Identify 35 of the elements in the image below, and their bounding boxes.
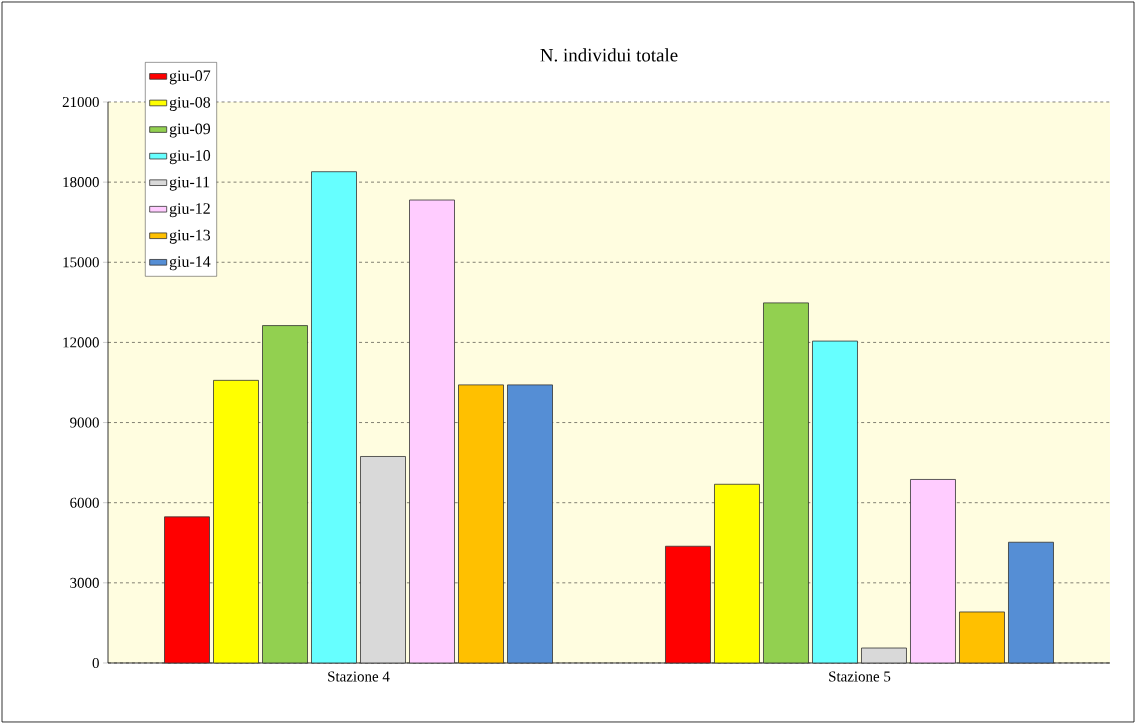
y-tick-label: 0: [92, 657, 99, 669]
chart-title: N. individui totale: [540, 48, 678, 62]
bar: [665, 545, 711, 664]
legend-label: giu-07: [169, 70, 211, 85]
legend-label: giu-14: [169, 256, 211, 271]
y-tick-label: 6000: [70, 497, 99, 508]
bar: [861, 647, 907, 664]
legend-label: giu-12: [169, 203, 210, 218]
bar: [311, 171, 357, 664]
y-tick-label: 9000: [70, 417, 99, 428]
y-tick-label: 21000: [62, 96, 99, 108]
bar: [910, 479, 956, 664]
legend-label: giu-09: [169, 123, 211, 138]
y-tick-label: 12000: [63, 337, 99, 348]
y-tick-label: 15000: [63, 257, 99, 268]
bar: [959, 611, 1005, 664]
legend-label: giu-11: [169, 176, 210, 191]
bar: [409, 199, 455, 664]
legend-label: giu-10: [169, 150, 211, 165]
x-tick-label: Stazione 4: [328, 671, 390, 682]
x-tick-label: Stazione 5: [829, 671, 891, 682]
bar: [1008, 541, 1054, 664]
bar: [507, 384, 553, 664]
legend-label: giu-13: [169, 229, 211, 244]
bar: [164, 516, 210, 664]
legend-label: giu-08: [169, 96, 211, 111]
y-tick-label: 3000: [70, 577, 99, 588]
y-tick-label: 18000: [63, 177, 99, 188]
bar: [262, 325, 308, 664]
bar: [360, 456, 406, 664]
bar: [714, 483, 760, 664]
bar: [812, 340, 858, 664]
bar: [458, 384, 504, 664]
bar: [213, 379, 259, 664]
bar: [763, 302, 809, 664]
